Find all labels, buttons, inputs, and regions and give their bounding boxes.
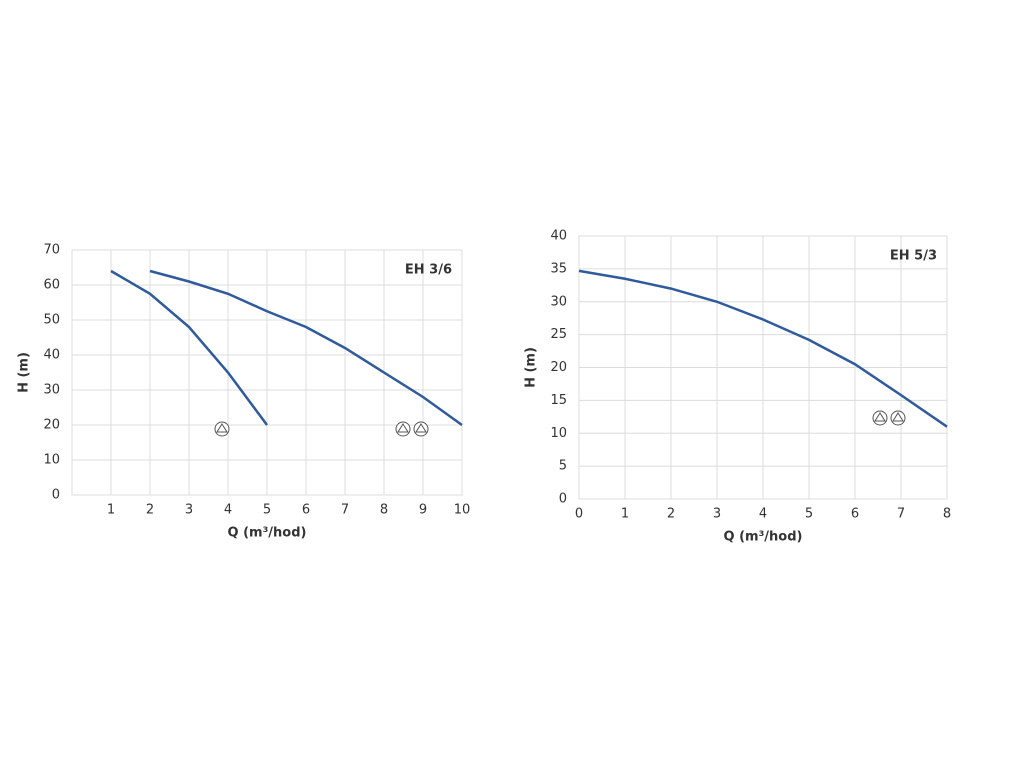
y-tick-label: 0 <box>52 488 60 503</box>
y-axis-label: H (m) <box>524 347 539 388</box>
y-tick-label: 0 <box>559 492 567 507</box>
x-tick-label: 1 <box>107 503 115 518</box>
x-tick-label: 0 <box>575 507 583 522</box>
x-tick-label: 5 <box>263 503 271 518</box>
x-tick-label: 2 <box>146 503 154 518</box>
y-tick-label: 50 <box>43 313 60 328</box>
y-tick-label: 10 <box>550 426 567 441</box>
x-tick-label: 7 <box>897 507 905 522</box>
curve <box>110 269 269 426</box>
x-tick-label: 3 <box>185 503 193 518</box>
x-tick-label: 4 <box>224 503 232 518</box>
plot-frame <box>71 249 463 496</box>
y-tick-label: 30 <box>43 383 60 398</box>
y-axis-label: H (m) <box>17 352 32 393</box>
y-tick-label: 20 <box>43 418 60 433</box>
x-tick-label: 9 <box>419 503 427 518</box>
x-tick-label: 4 <box>759 507 767 522</box>
y-tick-label: 40 <box>43 348 60 363</box>
y-tick-label: 30 <box>550 294 567 309</box>
x-tick-label: 6 <box>851 507 859 522</box>
y-tick-label: 15 <box>550 393 567 408</box>
x-tick-label: 5 <box>805 507 813 522</box>
pump-icons <box>214 410 906 437</box>
y-tick-label: 60 <box>43 278 60 293</box>
x-tick-label: 10 <box>454 503 471 518</box>
y-tick-label: 70 <box>43 243 60 258</box>
chart-title: EH 3/6 <box>405 263 452 278</box>
x-tick-label: 7 <box>341 503 349 518</box>
x-tick-label: 3 <box>713 507 721 522</box>
y-tick-label: 35 <box>550 261 567 276</box>
plot-frame <box>578 235 948 500</box>
x-axis-label: Q (m³/hod) <box>724 530 803 545</box>
y-tick-label: 10 <box>43 453 60 468</box>
x-axis-label: Q (m³/hod) <box>228 526 307 541</box>
x-tick-label: 2 <box>667 507 675 522</box>
x-tick-label: 1 <box>621 507 629 522</box>
y-tick-label: 20 <box>550 360 567 375</box>
x-tick-label: 8 <box>943 507 951 522</box>
chart-title: EH 5/3 <box>890 249 937 264</box>
curve <box>149 269 463 427</box>
y-tick-label: 5 <box>559 459 567 474</box>
x-tick-label: 6 <box>302 503 310 518</box>
y-tick-label: 40 <box>550 229 567 244</box>
x-tick-label: 8 <box>380 503 388 518</box>
curve <box>578 269 948 428</box>
y-tick-label: 25 <box>550 327 567 342</box>
